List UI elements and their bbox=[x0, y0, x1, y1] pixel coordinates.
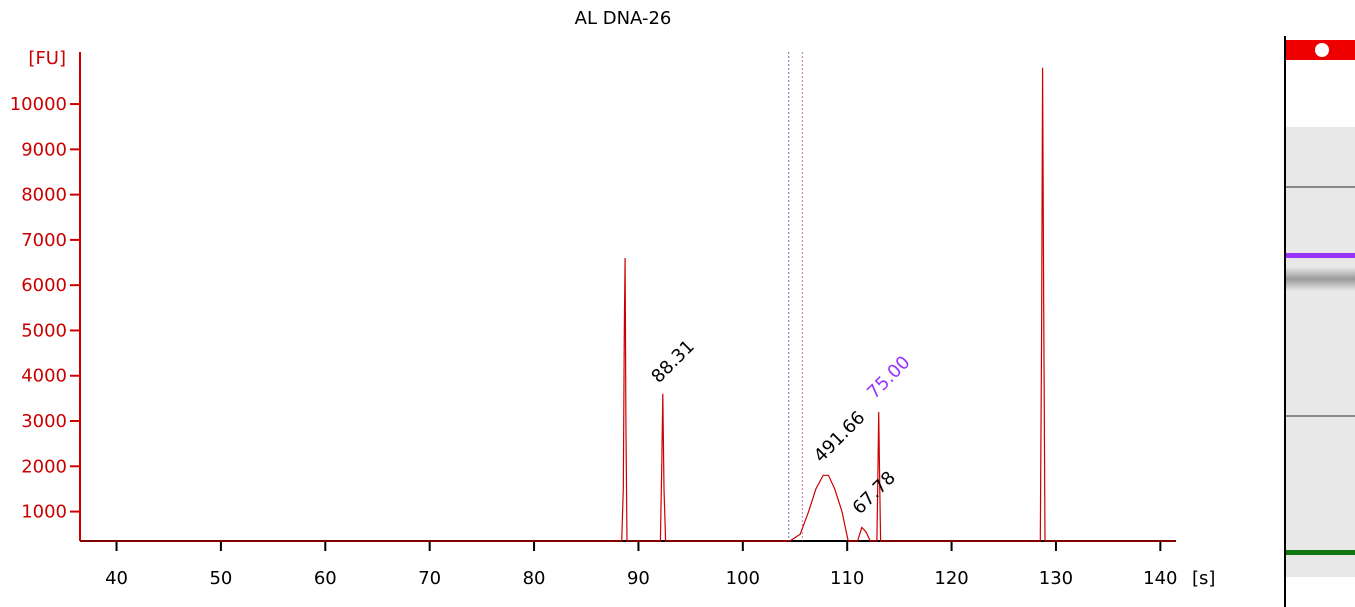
y-axis-label: [FU] bbox=[28, 48, 66, 69]
y-tick-label: 2000 bbox=[21, 456, 67, 477]
peak-label: 88.31 bbox=[647, 336, 698, 387]
y-tick-label: 6000 bbox=[21, 275, 67, 296]
chart-title: AL DNA-26 bbox=[575, 8, 672, 29]
x-tick-label: 60 bbox=[314, 568, 337, 589]
y-tick-label: 3000 bbox=[21, 411, 67, 432]
electropherogram-chart: AL DNA-26 [FU] [s] 1000 2000 3000 4000 5000 6… bbox=[10, 8, 1216, 589]
marker-dot-icon bbox=[1315, 43, 1329, 57]
y-tick-label: 5000 bbox=[21, 320, 67, 341]
y-tick-label: 4000 bbox=[21, 366, 67, 387]
gel-band bbox=[1286, 253, 1355, 258]
gel-lane bbox=[1284, 36, 1355, 607]
y-tick-label: 1000 bbox=[21, 502, 67, 523]
y-tick-label: 10000 bbox=[10, 94, 67, 115]
x-tick-label: 50 bbox=[209, 568, 232, 589]
x-tick-label: 120 bbox=[934, 568, 968, 589]
gel-band bbox=[1286, 550, 1355, 555]
x-tick-label: 110 bbox=[830, 568, 864, 589]
peak-label: 491.66 bbox=[810, 407, 869, 466]
gel-smear bbox=[1286, 266, 1355, 291]
x-tick-label: 40 bbox=[105, 568, 128, 589]
x-axis-label: [s] bbox=[1192, 568, 1215, 589]
gel-marker-flag bbox=[1286, 40, 1355, 60]
y-tick-label: 9000 bbox=[21, 139, 67, 160]
peak-label: 67.78 bbox=[849, 467, 900, 518]
x-tick-label: 80 bbox=[523, 568, 546, 589]
y-tick-label: 8000 bbox=[21, 185, 67, 206]
gel-band bbox=[1286, 185, 1355, 188]
x-tick-label: 90 bbox=[627, 568, 650, 589]
gel-lane-body bbox=[1286, 127, 1355, 577]
trace-line bbox=[80, 67, 1176, 542]
y-tick-label: 7000 bbox=[21, 230, 67, 251]
peak-label: 75.00 bbox=[863, 352, 914, 403]
x-tick-label: 70 bbox=[418, 568, 441, 589]
gel-band bbox=[1286, 415, 1355, 417]
x-tick-label: 140 bbox=[1143, 568, 1177, 589]
x-tick-label: 130 bbox=[1039, 568, 1073, 589]
x-tick-label: 100 bbox=[726, 568, 760, 589]
chart-marks: 1000 2000 3000 4000 5000 6000 7000 8000 9000 1000… bbox=[10, 52, 1178, 589]
